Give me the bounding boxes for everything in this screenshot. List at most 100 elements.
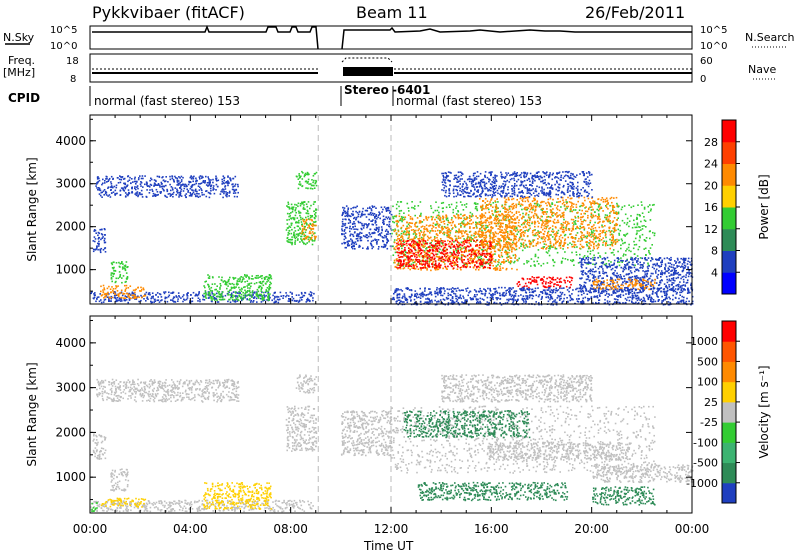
power-cell bbox=[103, 297, 105, 299]
power-cell bbox=[202, 181, 204, 183]
power-cell bbox=[126, 296, 128, 298]
power-cell bbox=[454, 226, 457, 228]
power-cell bbox=[345, 237, 347, 239]
power-cell bbox=[476, 260, 479, 262]
power-cell bbox=[212, 181, 214, 184]
power-cell bbox=[508, 207, 511, 210]
power-cell bbox=[231, 294, 234, 296]
power-cell bbox=[176, 181, 179, 183]
power-cell bbox=[301, 225, 304, 227]
power-cell bbox=[436, 255, 438, 258]
power-cell bbox=[186, 294, 188, 297]
power-cell bbox=[551, 225, 554, 227]
power-cell bbox=[504, 245, 507, 248]
power-cell bbox=[544, 240, 547, 243]
power-cell bbox=[420, 212, 422, 215]
power-cell bbox=[530, 242, 532, 244]
power-cell bbox=[648, 251, 650, 254]
power-cell bbox=[247, 294, 250, 296]
power-cell bbox=[265, 290, 268, 293]
power-cell bbox=[298, 177, 301, 179]
power-cell bbox=[598, 214, 600, 216]
power-cell bbox=[349, 221, 352, 224]
power-cell bbox=[240, 299, 243, 302]
power-cell bbox=[537, 231, 540, 234]
power-cell bbox=[447, 219, 449, 222]
power-cell bbox=[100, 299, 102, 301]
power-cell bbox=[374, 219, 377, 222]
power-cell bbox=[231, 188, 234, 191]
power-cell bbox=[205, 293, 207, 295]
power-cell bbox=[476, 208, 478, 210]
power-cell bbox=[550, 234, 552, 236]
power-cell bbox=[309, 222, 311, 225]
power-cell bbox=[236, 300, 239, 302]
power-cell bbox=[103, 239, 106, 242]
power-cell bbox=[428, 264, 430, 266]
power-cell bbox=[308, 183, 310, 185]
power-cell bbox=[511, 221, 513, 223]
power-cell bbox=[388, 223, 391, 226]
power-cell bbox=[148, 192, 151, 194]
power-cell bbox=[619, 229, 622, 232]
power-cell bbox=[531, 231, 534, 234]
power-cell bbox=[417, 238, 420, 240]
power-cell bbox=[561, 214, 564, 217]
power-cell bbox=[141, 296, 143, 299]
power-cell bbox=[410, 249, 413, 252]
power-cell bbox=[431, 258, 434, 260]
power-cell bbox=[303, 233, 305, 236]
power-cell bbox=[310, 238, 313, 240]
power-cell bbox=[490, 230, 492, 232]
power-cell bbox=[411, 260, 414, 262]
power-cell bbox=[469, 243, 472, 246]
power-cell bbox=[473, 232, 476, 235]
power-cell bbox=[576, 246, 578, 248]
power-cell bbox=[507, 255, 510, 258]
power-cell bbox=[346, 212, 348, 214]
power-cell bbox=[605, 240, 608, 243]
power-cell bbox=[289, 215, 291, 217]
power-cell bbox=[378, 213, 381, 215]
power-cell bbox=[527, 200, 530, 203]
power-cell bbox=[241, 278, 244, 281]
power-cell bbox=[149, 179, 151, 182]
power-cell bbox=[555, 207, 558, 209]
power-cell bbox=[448, 255, 451, 258]
power-cell bbox=[485, 256, 487, 258]
power-cell bbox=[207, 283, 209, 286]
power-cell bbox=[248, 276, 250, 278]
power-cell bbox=[543, 211, 545, 213]
power-cell bbox=[205, 280, 207, 283]
power-cell bbox=[140, 299, 142, 302]
power-cell bbox=[463, 239, 466, 242]
power-cell bbox=[305, 222, 307, 224]
power-cell bbox=[401, 220, 403, 223]
power-cell bbox=[480, 243, 483, 245]
power-cell bbox=[643, 208, 646, 210]
power-cell bbox=[481, 213, 484, 216]
power-cell bbox=[171, 299, 174, 301]
power-cell bbox=[308, 236, 310, 238]
power-cell bbox=[396, 225, 399, 228]
power-cell bbox=[248, 284, 250, 286]
power-cell bbox=[344, 242, 347, 244]
power-cell bbox=[235, 296, 237, 298]
power-cell bbox=[383, 234, 386, 237]
power-cell bbox=[546, 235, 548, 237]
power-cell bbox=[404, 253, 407, 256]
power-cell bbox=[98, 189, 101, 191]
power-cell bbox=[637, 248, 640, 251]
power-cell bbox=[406, 230, 408, 232]
power-cell bbox=[93, 230, 95, 232]
power-cell bbox=[462, 230, 464, 232]
power-cell bbox=[314, 236, 317, 239]
power-cell bbox=[125, 280, 127, 283]
power-cell bbox=[290, 242, 292, 244]
power-cell bbox=[111, 296, 114, 299]
power-cell bbox=[454, 215, 456, 218]
power-cell bbox=[386, 224, 388, 226]
power-cell bbox=[536, 201, 538, 203]
power-cell bbox=[108, 293, 110, 295]
power-cell bbox=[397, 201, 399, 203]
